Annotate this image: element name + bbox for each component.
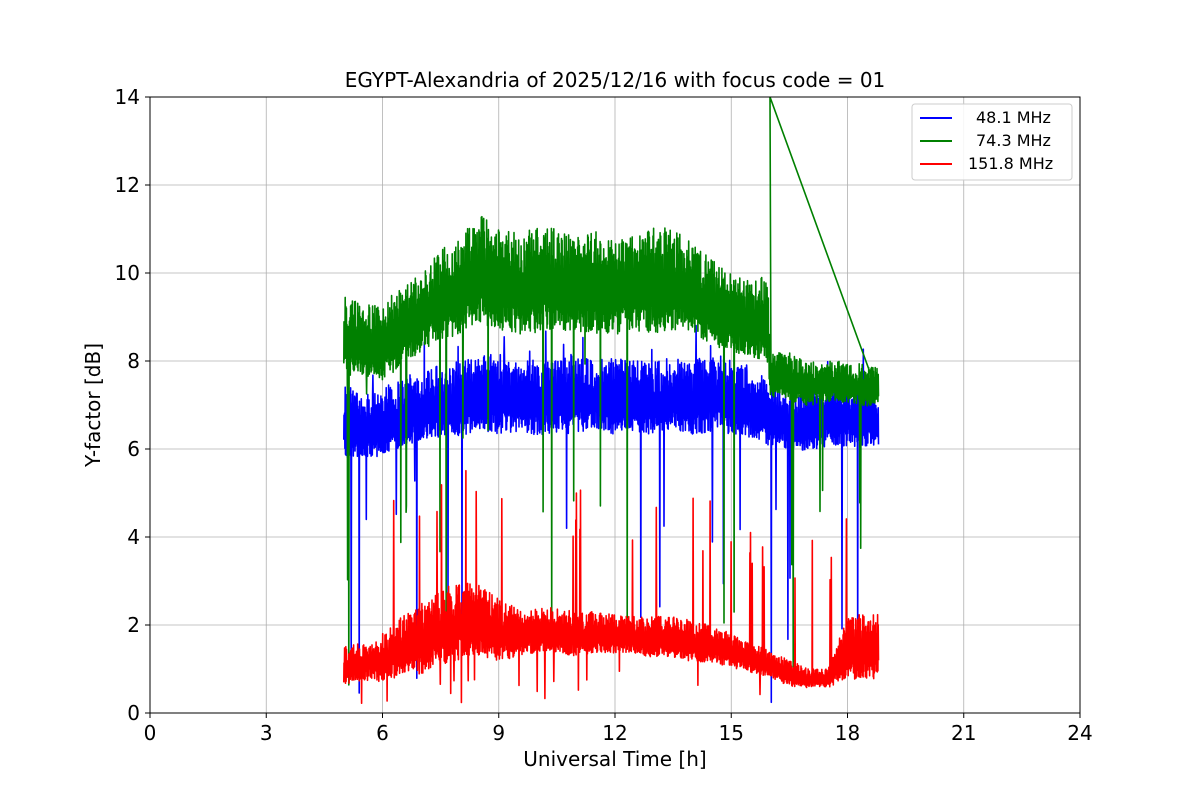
y-tick-label: 8 — [127, 349, 140, 373]
x-axis: 0 3 6 9 12 15 18 21 24 — [144, 713, 1093, 745]
legend: 48.1 MHz 74.3 MHz 151.8 MHz — [911, 103, 1073, 181]
y-tick-label: 12 — [115, 173, 140, 197]
legend-box — [911, 103, 1073, 181]
y-tick-label: 0 — [127, 701, 140, 725]
series-line-151-8-mhz — [343, 469, 880, 705]
legend-label-74: 74.3 MHz — [976, 131, 1051, 150]
y-tick-label: 4 — [127, 525, 140, 549]
x-tick-label: 21 — [951, 721, 976, 745]
x-axis-label: Universal Time [h] — [523, 747, 706, 771]
x-tick-label: 6 — [376, 721, 389, 745]
y-axis-label: Y-factor [dB] — [81, 343, 105, 468]
y-tick-label: 10 — [115, 261, 140, 285]
series-line-48-1-mhz — [343, 324, 880, 704]
y-tick-label: 14 — [115, 85, 140, 109]
y-tick-label: 2 — [127, 613, 140, 637]
chart-title: EGYPT-Alexandria of 2025/12/16 with focu… — [345, 68, 886, 92]
y-tick-label: 6 — [127, 437, 140, 461]
x-tick-label: 15 — [719, 721, 744, 745]
x-tick-label: 3 — [260, 721, 273, 745]
x-tick-label: 24 — [1067, 721, 1092, 745]
legend-label-48: 48.1 MHz — [976, 108, 1051, 127]
x-tick-label: 18 — [835, 721, 860, 745]
y-axis: 0 2 4 6 8 10 12 14 — [115, 85, 150, 725]
series-layer — [342, 97, 880, 705]
x-tick-label: 12 — [602, 721, 627, 745]
x-tick-label: 9 — [492, 721, 505, 745]
x-tick-label: 0 — [144, 721, 157, 745]
legend-label-151: 151.8 MHz — [968, 154, 1053, 173]
series-line-74-3-mhz — [342, 97, 880, 686]
